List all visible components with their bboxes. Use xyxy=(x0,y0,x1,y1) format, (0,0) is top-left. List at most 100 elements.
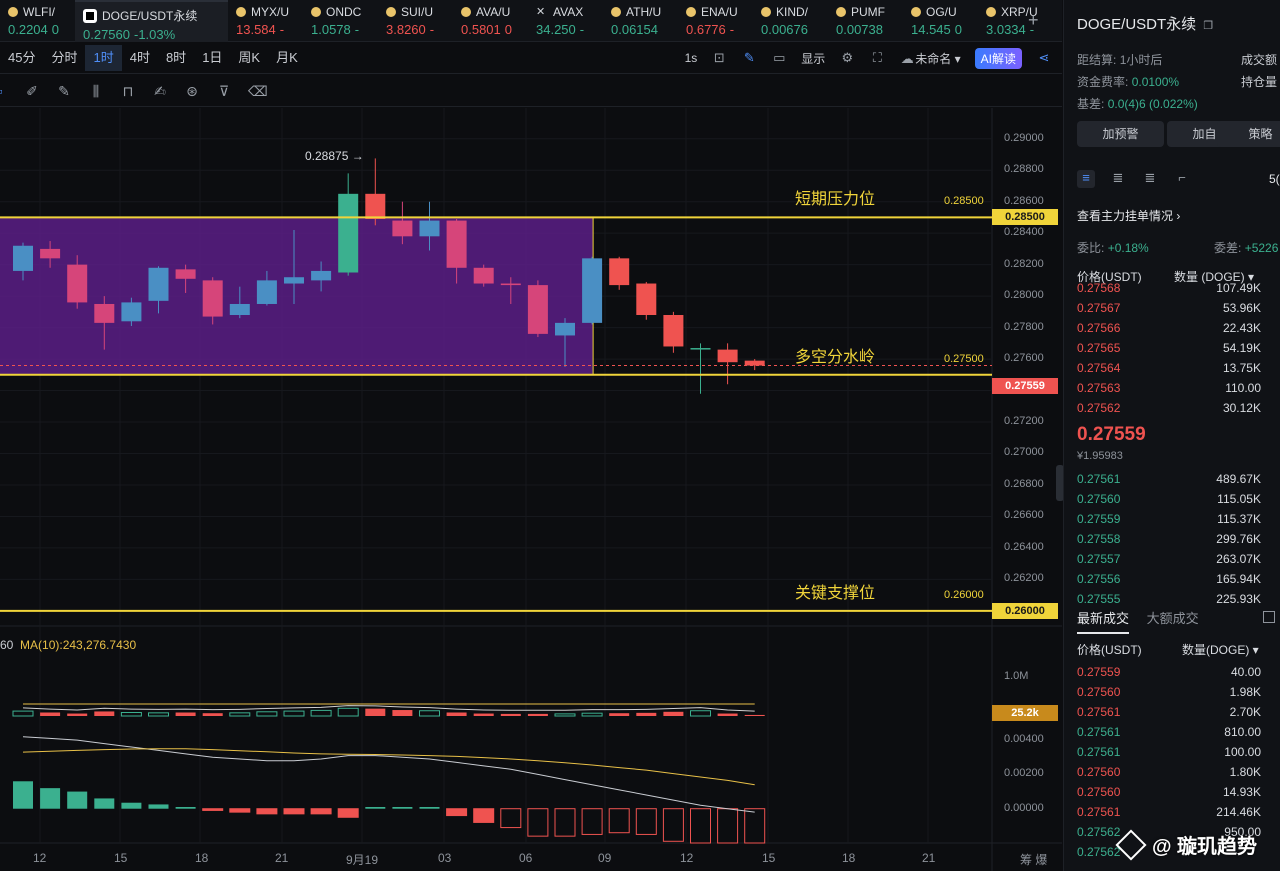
orderbook-both-icon[interactable]: ≡ xyxy=(1077,170,1095,188)
candle-body xyxy=(148,267,169,301)
panel-resize-handle[interactable] xyxy=(1056,465,1064,501)
timeframe-option[interactable]: 1时 xyxy=(85,44,122,71)
ticker-price-row: 1.0578- xyxy=(311,22,378,37)
interval-selector[interactable]: 1s xyxy=(684,51,698,65)
ticker-tab[interactable]: MYX/U 13.584- xyxy=(228,0,303,42)
depth-select[interactable]: 5( xyxy=(1269,172,1280,186)
ratio-value: +0.18% xyxy=(1107,241,1149,255)
camera-icon[interactable]: ⊡ xyxy=(713,50,725,65)
magnet-tool-icon[interactable]: ⊛ xyxy=(186,82,198,99)
brush-tool-icon[interactable]: ✎ xyxy=(58,82,70,99)
ticker-tab[interactable]: XRP/U 3.0334- xyxy=(978,0,1053,42)
add-alert-button[interactable]: 加预警 xyxy=(1077,121,1164,147)
price-chart[interactable]: 0.28875 → 60 MA(10):243,276.7430 0.29000… xyxy=(0,108,1062,871)
note-tool-icon[interactable]: ✍ xyxy=(154,82,166,99)
ticker-tab[interactable]: DOGE/USDT永续 0.27560 -1.03% xyxy=(75,0,228,42)
timeframe-option[interactable]: 分时 xyxy=(51,49,78,65)
cursor-tool-icon[interactable]: ▫ xyxy=(0,83,8,99)
candle-tool-icon[interactable]: ⫼ xyxy=(92,82,100,99)
trades-qty-header[interactable]: 数量(DOGE) ▾ xyxy=(1182,643,1259,657)
orderbook-price-header: 价格(USDT) xyxy=(1077,270,1142,284)
bid-row[interactable]: 0.27556 165.94K xyxy=(1077,569,1277,589)
macd-bar xyxy=(94,798,115,809)
ask-price: 0.27567 xyxy=(1077,301,1121,315)
lock-tool-icon[interactable]: ⊓ xyxy=(122,82,134,99)
bid-row[interactable]: 0.27561 489.67K xyxy=(1077,469,1277,489)
timeframe-option[interactable]: 月K xyxy=(276,49,298,65)
strategy-button[interactable]: 策略 xyxy=(1217,121,1280,147)
basis-row: 基差: 0.0(4)6 (0.022%) xyxy=(1077,95,1198,112)
ticker-tab[interactable]: AVA/U 0.5801 0 xyxy=(453,0,528,42)
ticker-tab[interactable]: ATH/U 0.06154 xyxy=(603,0,678,42)
ticker-tab[interactable]: OG/U 14.545 0 xyxy=(903,0,978,42)
ask-qty: 107.49K xyxy=(1216,281,1261,295)
filter-icon[interactable]: ⊽ xyxy=(218,82,230,99)
bid-row[interactable]: 0.27558 299.76K xyxy=(1077,529,1277,549)
timeframe-option[interactable]: 45分 xyxy=(8,49,36,65)
macd-bar xyxy=(337,808,359,818)
ask-qty: 22.43K xyxy=(1222,321,1261,335)
add-tab-button[interactable]: + xyxy=(1028,10,1039,30)
chart-canvas[interactable] xyxy=(0,108,1062,871)
ticker-tab[interactable]: PUMF 0.00738 xyxy=(828,0,903,42)
timeframe-option[interactable]: 4时 xyxy=(129,49,150,65)
bid-row[interactable]: 0.27560 115.05K xyxy=(1077,489,1277,509)
chip-toggle[interactable]: 筹 爆 xyxy=(1020,853,1048,867)
ticker-tab[interactable]: SUI/U 3.8260- xyxy=(378,0,453,42)
timeframe-option[interactable]: 1日 xyxy=(202,49,223,65)
x-axis-label: 06 xyxy=(519,851,533,865)
layout-name-selector[interactable]: ☁ 未命名 ▾ xyxy=(900,50,961,66)
bid-row[interactable]: 0.27555 225.93K xyxy=(1077,589,1277,609)
candle-body xyxy=(94,303,115,323)
ticker-tab[interactable]: ONDC 1.0578- xyxy=(303,0,378,42)
ai-analysis-button[interactable]: AI解读 xyxy=(974,47,1022,69)
copy-icon[interactable]: ❐ xyxy=(1203,20,1214,32)
candle-body xyxy=(744,360,765,366)
ask-row[interactable]: 0.27563 110.00 xyxy=(1077,378,1277,398)
tab-latest-trades[interactable]: 最新成交 xyxy=(1077,611,1130,634)
main-orders-link[interactable]: 查看主力挂单情况 › xyxy=(1077,209,1181,223)
ask-row[interactable]: 0.27562 30.12K xyxy=(1077,398,1277,418)
tab-large-trades[interactable]: 大额成交 xyxy=(1146,611,1199,626)
display-button[interactable]: 显示 xyxy=(801,51,826,66)
ask-row[interactable]: 0.27568 107.49K xyxy=(1077,278,1277,298)
ask-row[interactable]: 0.27566 22.43K xyxy=(1077,318,1277,338)
orderbook-bids-icon[interactable]: ≣ xyxy=(1112,170,1124,185)
volume-bar xyxy=(175,712,196,716)
large-trades-checkbox[interactable] xyxy=(1263,611,1275,623)
share-icon[interactable]: ⋖ xyxy=(1038,50,1050,65)
orderbook-qty-header[interactable]: 数量 (DOGE) ▾ xyxy=(1174,270,1255,284)
volume-bar xyxy=(94,711,115,716)
coin-icon xyxy=(611,7,621,17)
ask-row[interactable]: 0.27565 54.19K xyxy=(1077,338,1277,358)
macd-bar xyxy=(392,807,413,809)
trade-price: 0.27561 xyxy=(1077,745,1121,759)
timeframe-option[interactable]: 周K xyxy=(238,49,261,65)
trades-price-header: 价格(USDT) xyxy=(1077,643,1142,657)
ask-row[interactable]: 0.27564 13.75K xyxy=(1077,358,1277,378)
ticker-tab[interactable]: KIND/0.00676 xyxy=(753,0,828,42)
ticker-symbol-row: OG/U xyxy=(911,5,978,19)
watermark-text: @ 璇玑趋势 xyxy=(1152,836,1258,858)
orderbook-trades-icon[interactable]: ⌐ xyxy=(1178,170,1186,185)
ask-row[interactable]: 0.27567 53.96K xyxy=(1077,298,1277,318)
layout-icon[interactable]: ▭ xyxy=(773,50,786,65)
trash-icon[interactable]: ⌫ xyxy=(248,82,268,99)
settings-icon[interactable]: ⚙ xyxy=(841,50,854,65)
high-price-marker: 0.28875 → xyxy=(305,149,364,163)
trade-row: 0.27560 1.80K xyxy=(1077,762,1277,782)
ruler-tool-icon[interactable]: ✐ xyxy=(26,82,38,99)
pencil-icon[interactable]: ✎ xyxy=(743,50,755,65)
ticker-tab[interactable]: WLFI/0.2204 0 xyxy=(0,0,75,42)
volume-bar xyxy=(636,712,657,716)
bid-row[interactable]: 0.27559 115.37K xyxy=(1077,509,1277,529)
fullscreen-icon[interactable]: ⛶ xyxy=(872,50,882,65)
ticker-tab[interactable]: ENA/U 0.6776- xyxy=(678,0,753,42)
timeframe-option[interactable]: 8时 xyxy=(165,49,187,65)
orderbook-asks-icon[interactable]: ≣ xyxy=(1144,170,1156,185)
macd-bar xyxy=(67,791,88,809)
ticker-tab[interactable]: ✕ AVAX 34.250- xyxy=(528,0,603,42)
bid-row[interactable]: 0.27557 263.07K xyxy=(1077,549,1277,569)
candle-body xyxy=(13,245,33,271)
trades-tabs: 最新成交 大额成交 xyxy=(1077,608,1199,634)
